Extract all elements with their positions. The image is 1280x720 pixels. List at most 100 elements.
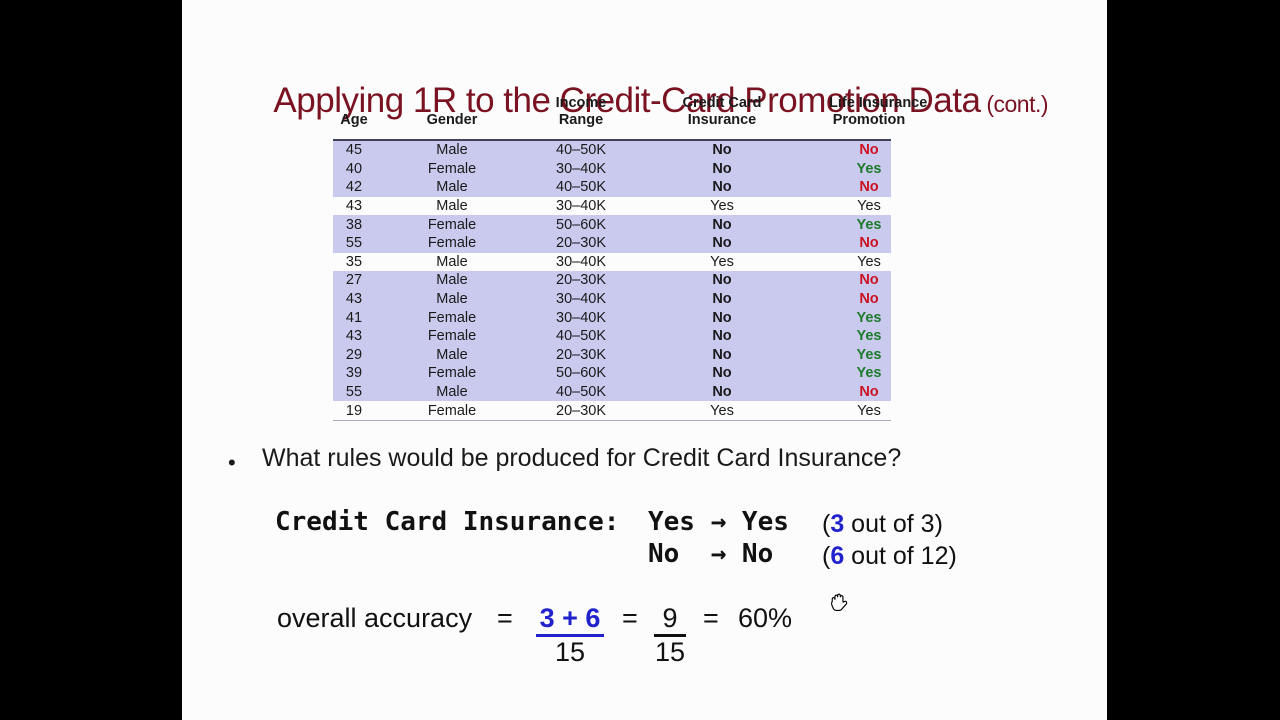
table-row: 43 Female 40–50K No Yes bbox=[333, 326, 891, 346]
equals-sign: = bbox=[622, 603, 638, 633]
table-cell: 20–30K bbox=[556, 402, 606, 419]
table-cell: Female bbox=[427, 365, 477, 382]
table-cell: 43 bbox=[345, 291, 363, 308]
table-row: 35 Male 30–40K Yes Yes bbox=[333, 253, 891, 272]
table-cell: Male bbox=[436, 253, 468, 270]
fraction-nine-numerator: 9 bbox=[654, 604, 686, 637]
rule-no-mapping: No → No bbox=[648, 539, 774, 569]
column-header: Income Range bbox=[555, 95, 607, 128]
table-cell: Yes bbox=[856, 328, 882, 345]
table-cell: No bbox=[859, 179, 879, 196]
table-cell: Female bbox=[427, 328, 477, 345]
table-cell: Yes bbox=[857, 253, 881, 270]
table-cell: 55 bbox=[345, 384, 363, 401]
table-cell: Yes bbox=[857, 198, 881, 215]
rule-yes-count: 3 bbox=[830, 510, 845, 538]
table-cell: Yes bbox=[710, 253, 734, 270]
table-cell: 20–30K bbox=[556, 272, 606, 289]
table-cell: Male bbox=[436, 272, 468, 289]
table-cell: 50–60K bbox=[556, 365, 606, 382]
table-cell: 30–40K bbox=[556, 309, 606, 326]
column-header: Age bbox=[340, 112, 368, 128]
paren: ( bbox=[822, 510, 831, 538]
fraction-nine-denominator: 15 bbox=[654, 637, 686, 667]
rule-no-count: 6 bbox=[830, 542, 845, 570]
table-cell: 40–50K bbox=[556, 179, 606, 196]
table-cell: Female bbox=[427, 309, 477, 326]
table-cell: Female bbox=[427, 160, 477, 177]
table-cell: Yes bbox=[856, 346, 882, 363]
table-cell: Female bbox=[427, 216, 477, 233]
fraction-sum-denominator: 15 bbox=[554, 637, 586, 667]
table-cell: 30–40K bbox=[556, 160, 606, 177]
table-cell: 38 bbox=[345, 216, 363, 233]
table-cell: No bbox=[712, 328, 732, 345]
stat-rest: out of 12) bbox=[844, 542, 957, 570]
table-cell: 55 bbox=[345, 235, 363, 252]
table-cell: 19 bbox=[345, 402, 363, 419]
column-header: Life Insurance Promotion bbox=[829, 95, 928, 128]
table-cell: No bbox=[712, 346, 732, 363]
table-cell: No bbox=[859, 384, 879, 401]
accuracy-label: overall accuracy bbox=[277, 603, 473, 633]
table-cell: Male bbox=[436, 384, 468, 401]
table-cell: 35 bbox=[345, 253, 363, 270]
table-cell: No bbox=[712, 309, 732, 326]
table-rows: 45 Male 40–50K No No 40 Female 30–40K No Yes 42 Mal… bbox=[333, 139, 891, 421]
slide-title-cont: (cont.) bbox=[980, 91, 1049, 117]
table-cell: 30–40K bbox=[556, 291, 606, 308]
table-cell: 20–30K bbox=[556, 235, 606, 252]
table-cell: No bbox=[712, 142, 732, 159]
table-row: 40 Female 30–40K No Yes bbox=[333, 159, 891, 179]
table-cell: 45 bbox=[345, 142, 363, 159]
table-cell: 27 bbox=[345, 272, 363, 289]
table-row: 55 Male 40–50K No No bbox=[333, 382, 891, 402]
table-cell: 50–60K bbox=[556, 216, 606, 233]
column-header: Gender bbox=[426, 112, 478, 128]
slide-title-text: Applying 1R to the Credit-Card Promotion… bbox=[273, 81, 981, 120]
table-cell: Yes bbox=[710, 198, 734, 215]
paren: ( bbox=[822, 542, 831, 570]
table-cell: Yes bbox=[856, 216, 882, 233]
table-cell: Male bbox=[436, 142, 468, 159]
presentation-slide: Applying 1R to the Credit-Card Promotion… bbox=[182, 0, 1107, 720]
column-header: Credit Card Insurance bbox=[682, 95, 762, 128]
table-cell: No bbox=[859, 272, 879, 289]
table-cell: Male bbox=[436, 179, 468, 196]
table-cell: 43 bbox=[345, 328, 363, 345]
table-row: 27 Male 20–30K No No bbox=[333, 271, 891, 290]
table-cell: No bbox=[712, 216, 732, 233]
table-row: 43 Male 30–40K Yes Yes bbox=[333, 197, 891, 216]
table-cell: No bbox=[712, 272, 732, 289]
fraction-sum-numerator: 3 + 6 bbox=[535, 604, 605, 637]
table-cell: No bbox=[712, 384, 732, 401]
rule-label: Credit Card Insurance: bbox=[275, 507, 620, 537]
table-cell: No bbox=[712, 235, 732, 252]
table-cell: 41 bbox=[345, 309, 363, 326]
table-cell: Male bbox=[436, 346, 468, 363]
table-cell: No bbox=[712, 365, 732, 382]
table-row: 55 Female 20–30K No No bbox=[333, 233, 891, 253]
table-cell: No bbox=[712, 291, 732, 308]
table-row: 45 Male 40–50K No No bbox=[333, 141, 891, 160]
rule-yes-stat: (3 out of 3) bbox=[822, 509, 943, 539]
table-cell: No bbox=[859, 142, 879, 159]
equals-sign: = bbox=[497, 603, 513, 633]
bullet-question: What rules would be produced for Credit … bbox=[262, 444, 902, 472]
equals-sign: = bbox=[703, 603, 719, 633]
table-cell: 40–50K bbox=[556, 328, 606, 345]
table-row: 29 Male 20–30K No Yes bbox=[333, 345, 891, 365]
fraction-sum: 3 + 6 15 bbox=[534, 603, 606, 666]
table-cell: Male bbox=[436, 198, 468, 215]
table-cell: Yes bbox=[710, 402, 734, 419]
table-cell: 30–40K bbox=[556, 253, 606, 270]
table-row: 38 Female 50–60K No Yes bbox=[333, 215, 891, 234]
table-cell: Yes bbox=[856, 160, 882, 177]
table-cell: Male bbox=[436, 291, 468, 308]
table-cell: 40–50K bbox=[556, 142, 606, 159]
table-cell: No bbox=[859, 235, 879, 252]
fraction-nine: 9 15 bbox=[650, 603, 690, 666]
grab-hand-cursor bbox=[830, 593, 848, 611]
slide-title: Applying 1R to the Credit-Card Promotion… bbox=[220, 41, 1048, 161]
table-cell: No bbox=[859, 291, 879, 308]
